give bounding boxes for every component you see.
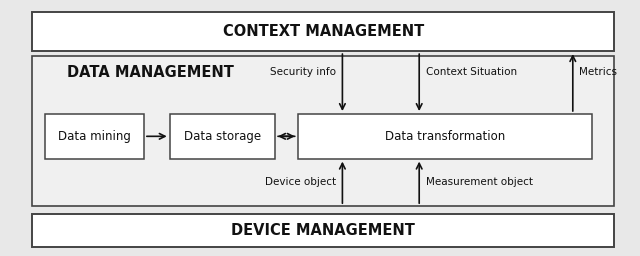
Text: Data storage: Data storage	[184, 130, 261, 143]
FancyBboxPatch shape	[170, 114, 275, 159]
Text: Device object: Device object	[265, 177, 336, 187]
Text: Metrics: Metrics	[579, 67, 617, 77]
FancyBboxPatch shape	[32, 56, 614, 206]
Text: Data transformation: Data transformation	[385, 130, 505, 143]
FancyBboxPatch shape	[45, 114, 144, 159]
FancyBboxPatch shape	[298, 114, 592, 159]
Text: Data mining: Data mining	[58, 130, 131, 143]
FancyBboxPatch shape	[32, 12, 614, 51]
Text: CONTEXT MANAGEMENT: CONTEXT MANAGEMENT	[223, 24, 424, 39]
Text: Security info: Security info	[270, 67, 336, 77]
Text: Context Situation: Context Situation	[426, 67, 516, 77]
FancyBboxPatch shape	[32, 214, 614, 247]
Text: Measurement object: Measurement object	[426, 177, 532, 187]
Text: DEVICE MANAGEMENT: DEVICE MANAGEMENT	[231, 223, 415, 238]
Text: DATA MANAGEMENT: DATA MANAGEMENT	[67, 66, 234, 80]
